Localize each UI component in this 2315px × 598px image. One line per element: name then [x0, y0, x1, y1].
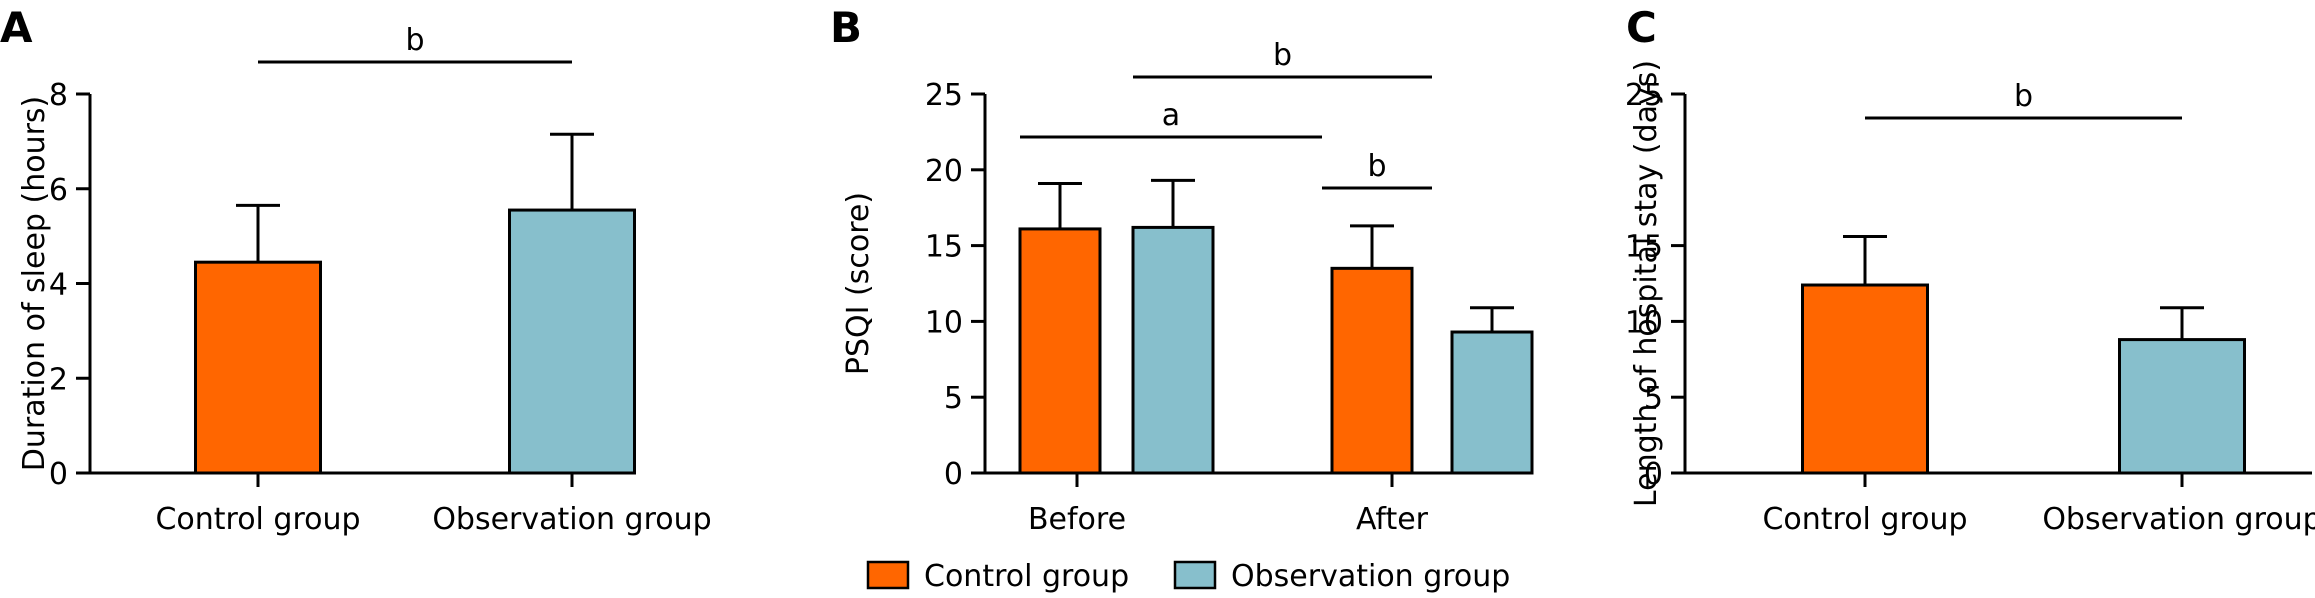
legend-swatch	[1173, 560, 1217, 590]
x-tick-label: After	[1356, 502, 1429, 537]
y-tick-label: 10	[925, 305, 963, 340]
bar	[1131, 225, 1215, 475]
bar	[508, 208, 636, 475]
y-tick-label: 8	[49, 78, 68, 113]
y-tick-label: 0	[944, 457, 963, 492]
bar	[194, 260, 322, 475]
y-tick-label: 4	[49, 268, 68, 303]
bar	[1018, 227, 1102, 475]
y-tick-label: 5	[1644, 381, 1663, 416]
y-axis-title: PSQI (score)	[841, 192, 876, 375]
bar	[1330, 266, 1414, 475]
significance-label: a	[1162, 98, 1180, 133]
y-tick-label: 15	[1625, 230, 1663, 265]
significance-label: b	[1273, 38, 1292, 73]
y-tick-label: 2	[49, 362, 68, 397]
significance-label: b	[405, 23, 424, 58]
y-tick-label: 0	[1644, 457, 1663, 492]
bar	[1801, 283, 1929, 475]
y-tick-label: 6	[49, 173, 68, 208]
legend-label: Observation group	[1231, 559, 1510, 594]
y-axis-title: Length of hospital stay (days)	[1629, 60, 1664, 507]
panel-label: A	[0, 3, 33, 52]
legend-label: Control group	[924, 559, 1129, 594]
y-tick-label: 5	[944, 381, 963, 416]
y-tick-label: 20	[925, 154, 963, 189]
y-tick-label: 15	[925, 230, 963, 265]
x-tick-label: Control group	[155, 502, 360, 537]
y-axis-title: Duration of sleep (hours)	[17, 96, 52, 472]
legend-swatch	[866, 560, 910, 590]
y-tick-label: 10	[1625, 305, 1663, 340]
x-tick-label: Observation group	[2042, 502, 2315, 537]
legend-item: Observation group	[1173, 559, 1510, 594]
chart-panel-b: B 0 5 10 15 20 25 PSQI (score) Before After a b b	[830, 3, 1534, 537]
bar	[1450, 330, 1534, 475]
panel-label: B	[830, 3, 862, 52]
x-tick-label: Before	[1028, 502, 1126, 537]
y-tick-label: 25	[925, 78, 963, 113]
y-tick-label: 0	[49, 457, 68, 492]
legend: Control group Observation group	[866, 559, 1510, 594]
x-tick-label: Control group	[1762, 502, 1967, 537]
legend-item: Control group	[866, 559, 1129, 594]
x-tick-label: Observation group	[432, 502, 711, 537]
panel-label: C	[1626, 3, 1657, 52]
significance-label: b	[2014, 79, 2033, 114]
y-tick-label: 25	[1625, 78, 1663, 113]
bar	[2118, 338, 2246, 475]
significance-label: b	[1367, 149, 1386, 184]
